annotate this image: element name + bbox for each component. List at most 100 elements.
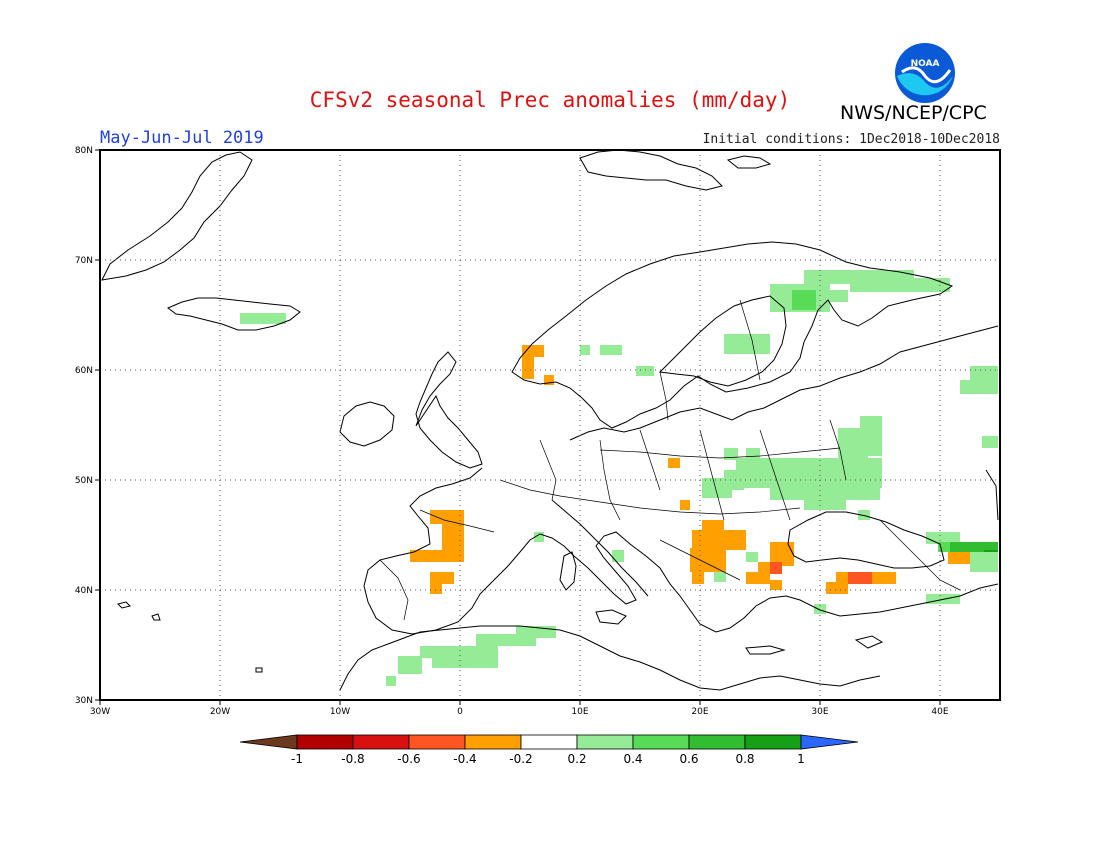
wet-cell [746, 448, 760, 460]
wet-cell [612, 550, 624, 562]
wet-cell [240, 313, 286, 324]
dry-cell [692, 572, 704, 584]
noaa-logo-icon: NOAA [895, 43, 955, 103]
dry-cell [702, 520, 724, 532]
colorbar-swatch [464, 734, 522, 750]
wet-cell [850, 278, 950, 292]
lon-label: 10W [330, 707, 350, 717]
colorbar-swatch [576, 734, 634, 750]
lat-labels: 80N 70N 60N 50N 40N 30N [75, 146, 93, 706]
dry-cell [410, 550, 464, 562]
axis-ticks [95, 149, 941, 705]
dry-cell [948, 552, 970, 564]
colorbar-label: 0.2 [567, 752, 586, 766]
colorbar-label: -0.8 [341, 752, 364, 766]
graticule [100, 150, 1000, 700]
lat-label: 40N [75, 586, 93, 596]
colorbar-label: 1 [797, 752, 805, 766]
colorbar-end-high [800, 734, 859, 750]
colorbar-label: -1 [291, 752, 303, 766]
wet-cell [960, 380, 998, 394]
lat-label: 80N [75, 146, 93, 156]
wet-cell [386, 676, 396, 686]
dry-cell [544, 375, 554, 385]
wet-cell [770, 488, 880, 500]
colorbar-swatch [688, 734, 746, 750]
initial-conditions: Initial conditions: 1Dec2018-10Dec2018 [702, 132, 1000, 147]
forecast-period: May-Jun-Jul 2019 [100, 128, 264, 148]
wet-cell [926, 532, 960, 544]
wet-cell [982, 436, 998, 448]
lon-label: 20W [210, 707, 230, 717]
anomaly-cells [240, 270, 998, 686]
dry-cell [522, 345, 534, 379]
lat-label: 50N [75, 476, 93, 486]
wet-cell [804, 498, 846, 510]
map-frame [99, 149, 1001, 701]
wet-cell [746, 552, 758, 562]
lon-labels: 30W 20W 10W 0 10E 20E 30E 40E [90, 707, 949, 717]
wet-cell [938, 542, 950, 552]
colorbar-end-low [239, 734, 298, 750]
dry-cell [690, 548, 726, 572]
dry-cell [692, 530, 746, 550]
lon-label: 10E [571, 707, 588, 717]
map-title: CFSv2 seasonal Prec anomalies (mm/day) [309, 88, 791, 112]
lon-label: 30W [90, 707, 110, 717]
wet-cell [600, 345, 622, 355]
dry-cell [680, 500, 690, 510]
wet-cell [858, 510, 870, 520]
lon-label: 0 [457, 707, 463, 717]
wet-cell [970, 366, 998, 380]
dry-cell [534, 345, 544, 357]
coastlines [101, 149, 999, 691]
wet-cell [580, 345, 590, 355]
dry-cell [848, 572, 872, 584]
wet-cell [822, 290, 848, 302]
country-borders [379, 299, 961, 621]
lat-label: 60N [75, 366, 93, 376]
wet-cell [398, 656, 422, 674]
dry-cell [430, 572, 454, 584]
wet-cell [724, 448, 738, 460]
wet-cell [702, 478, 732, 498]
colorbar-label: -0.4 [453, 752, 476, 766]
dry-cell [668, 458, 680, 468]
wet-cell [534, 532, 544, 542]
wet-cell [792, 290, 816, 310]
dry-cell [826, 582, 848, 594]
lat-label: 30N [75, 696, 93, 706]
wet-cell [714, 572, 726, 582]
wet-cell [970, 552, 998, 572]
colorbar-label: -0.2 [509, 752, 532, 766]
wet-cell [736, 458, 882, 488]
dry-cell [770, 580, 782, 590]
wet-cell [476, 656, 498, 668]
dry-cell [770, 562, 782, 574]
colorbar: -1 -0.8 -0.6 -0.4 -0.2 0.2 0.4 0.6 0.8 1 [239, 734, 859, 766]
wet-cell [636, 366, 654, 376]
colorbar-label: -0.6 [397, 752, 420, 766]
dry-cell [430, 582, 442, 594]
wet-cell [724, 334, 770, 354]
logo-text: NOAA [911, 59, 940, 69]
wet-cell [814, 604, 826, 614]
colorbar-label: 0.6 [679, 752, 698, 766]
wet-cell [476, 634, 536, 646]
colorbar-swatch [520, 734, 578, 750]
wet-cell [420, 646, 498, 658]
colorbar-swatch [352, 734, 410, 750]
colorbar-swatch [744, 734, 802, 750]
colorbar-swatch [632, 734, 690, 750]
lon-label: 30E [811, 707, 828, 717]
lon-label: 20E [691, 707, 708, 717]
agency-label: NWS/NCEP/CPC [840, 102, 987, 124]
colorbar-swatch [408, 734, 466, 750]
colorbar-label: 0.4 [623, 752, 642, 766]
wet-cell [432, 656, 476, 668]
colorbar-label: 0.8 [735, 752, 754, 766]
colorbar-swatch [296, 734, 354, 750]
dry-cell [746, 572, 770, 584]
wet-cell [838, 428, 868, 458]
